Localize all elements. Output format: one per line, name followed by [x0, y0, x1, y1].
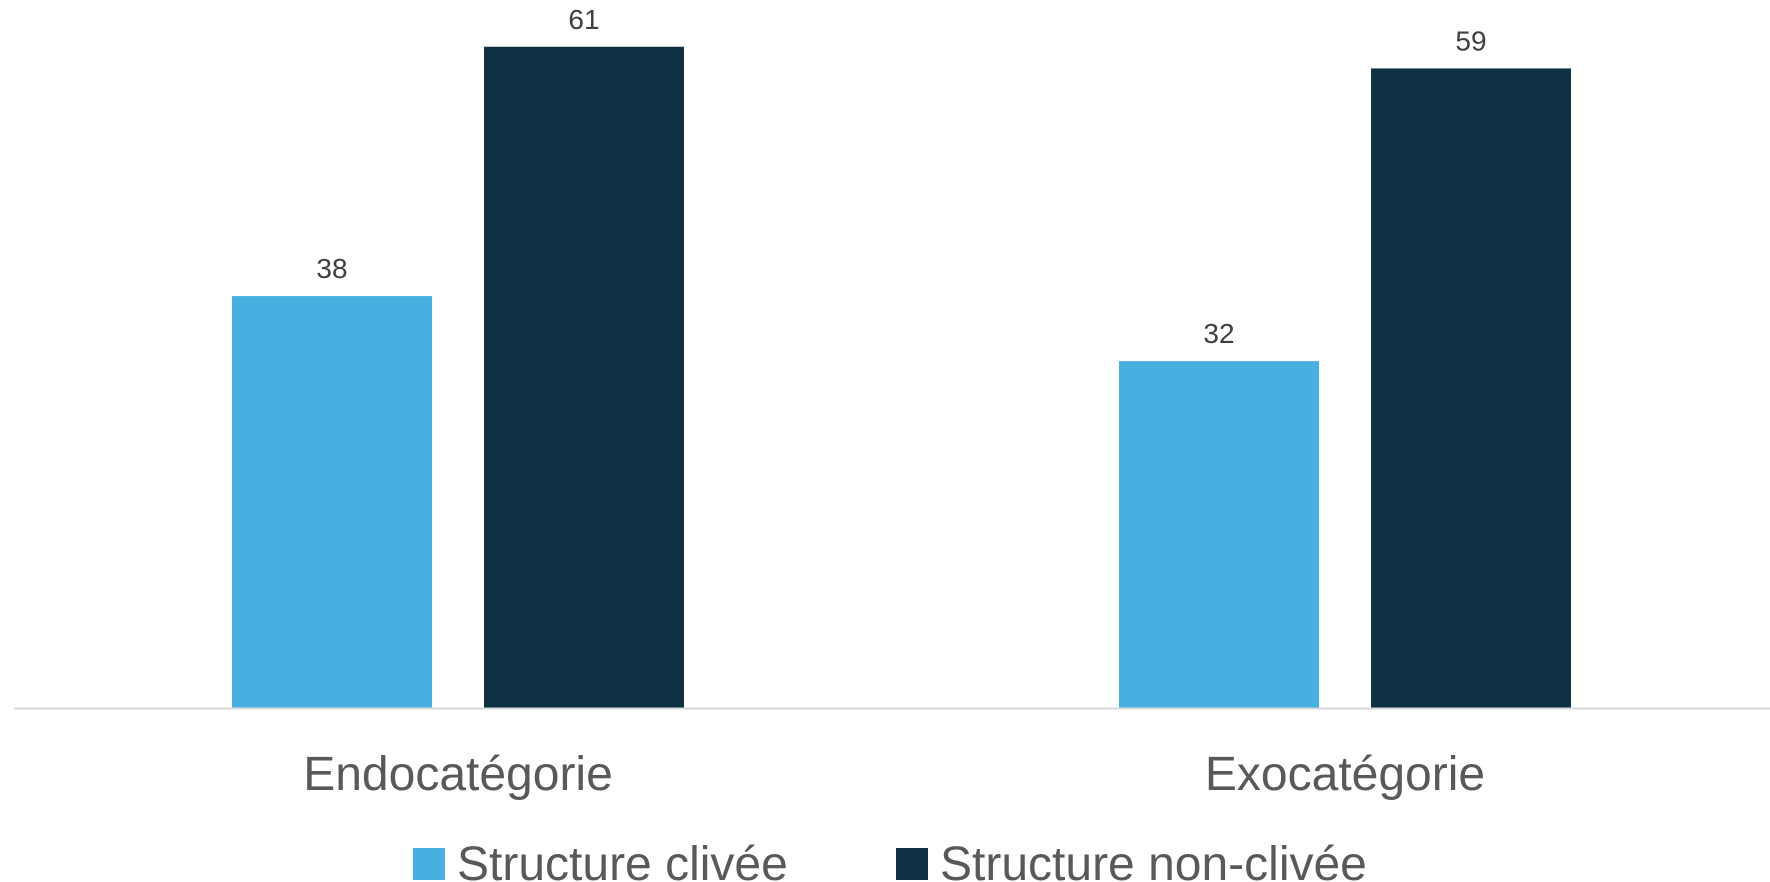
- bar-series2-category1: [484, 46, 684, 708]
- data-label-series2-category2: 59: [1455, 25, 1486, 56]
- data-label-series2-category1: 61: [568, 4, 599, 35]
- legend-label-1: Structure clivée: [457, 838, 788, 882]
- legend: Structure clivée Structure non-clivée: [413, 838, 1367, 882]
- legend-swatch-2: [896, 848, 928, 880]
- bar-series1-category2: [1119, 361, 1319, 708]
- legend-swatch-1: [413, 848, 445, 880]
- data-labels-group: 38 32 61 59: [316, 4, 1486, 349]
- data-label-series1-category1: 38: [316, 253, 347, 284]
- data-label-series1-category2: 32: [1203, 318, 1234, 349]
- category-label-2: Exocatégorie: [1205, 748, 1485, 801]
- bar-series1-category1: [232, 296, 432, 708]
- legend-label-2: Structure non-clivée: [940, 838, 1367, 882]
- bars-group: [232, 46, 1571, 708]
- bar-series2-category2: [1371, 68, 1571, 708]
- category-label-1: Endocatégorie: [303, 748, 613, 801]
- category-labels-group: Endocatégorie Exocatégorie: [303, 748, 1485, 801]
